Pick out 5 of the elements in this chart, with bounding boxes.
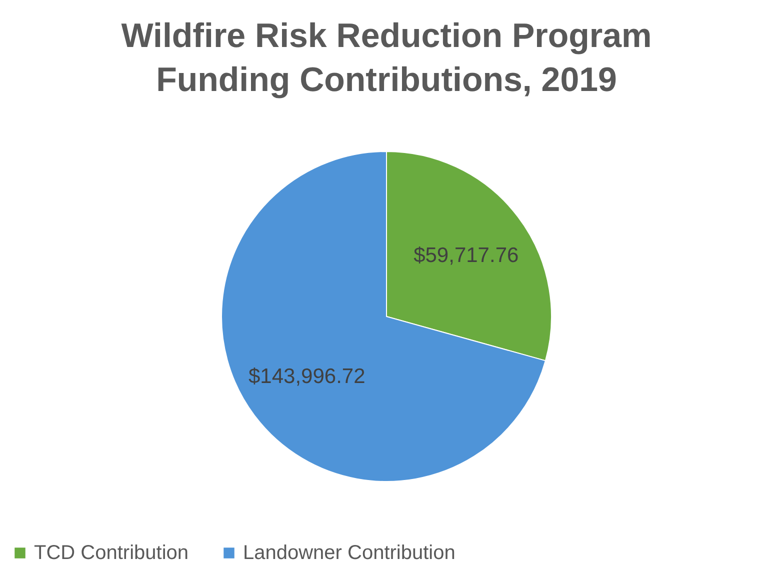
legend-label: Landowner Contribution (243, 542, 456, 564)
chart-title: Wildfire Risk Reduction Program Funding Contributions, 2019 (121, 17, 652, 99)
data-label: $59,717.76 (414, 244, 519, 267)
legend-label: TCD Contribution (34, 542, 189, 564)
data-label: $143,996.72 (248, 365, 366, 388)
